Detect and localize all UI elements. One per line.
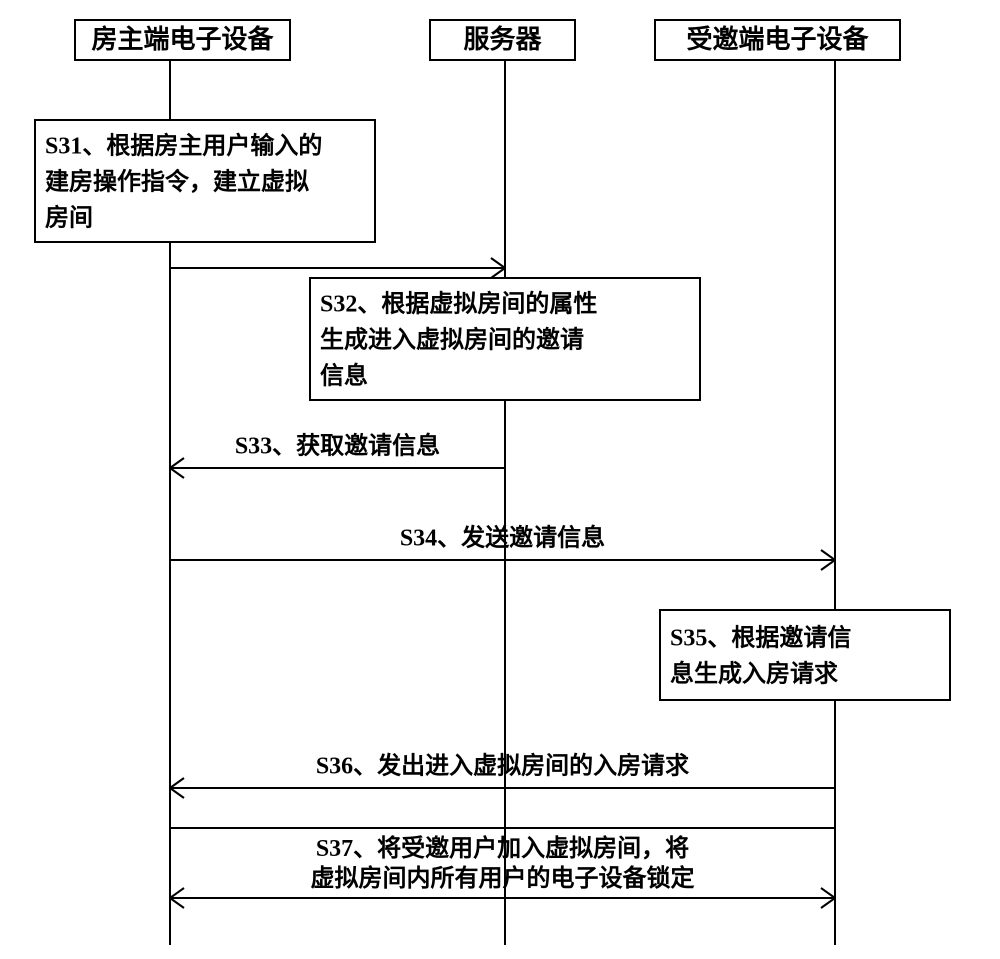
- step-s31-line2: 房间: [45, 204, 93, 232]
- step-s32-line2: 信息: [320, 362, 368, 390]
- step-s32-line1: 生成进入虚拟房间的邀请: [320, 326, 584, 354]
- arrow-s36-head-b: [170, 788, 184, 798]
- participant-server-label: 服务器: [463, 25, 542, 54]
- arrow-s31-to-server-head-a: [491, 258, 505, 268]
- msg-s33-label: S33、获取邀请信息: [235, 432, 440, 460]
- arrow-s34-head-a: [821, 550, 835, 560]
- arrow-s31-to-server-head-b: [491, 268, 505, 278]
- msg-s36-label: S36、发出进入虚拟房间的入房请求: [316, 752, 689, 780]
- s37-arrow-left-head-a: [170, 888, 184, 898]
- step-s31-line0: S31、根据房主用户输入的: [45, 132, 322, 160]
- arrow-s33-head-b: [170, 468, 184, 478]
- msg-s34-label: S34、发送邀请信息: [400, 524, 605, 552]
- arrow-s33-head-a: [170, 458, 184, 468]
- s37-arrow-right-head-b: [821, 898, 835, 908]
- step-s35-line0: S35、根据邀请信: [670, 624, 851, 652]
- participant-host-label: 房主端电子设备: [91, 25, 274, 54]
- s37-arrow-right-head-a: [821, 888, 835, 898]
- s37-line0: S37、将受邀用户加入虚拟房间，将: [316, 834, 689, 862]
- step-s32-line0: S32、根据虚拟房间的属性: [320, 290, 597, 318]
- arrow-s36-head-a: [170, 778, 184, 788]
- arrow-s34-head-b: [821, 560, 835, 570]
- s37-line1: 虚拟房间内所有用户的电子设备锁定: [311, 864, 695, 892]
- participant-invitee-label: 受邀端电子设备: [686, 24, 869, 54]
- step-s31-line1: 建房操作指令，建立虚拟: [45, 168, 309, 196]
- s37-arrow-left-head-b: [170, 898, 184, 908]
- step-s35-line1: 息生成入房请求: [670, 660, 838, 688]
